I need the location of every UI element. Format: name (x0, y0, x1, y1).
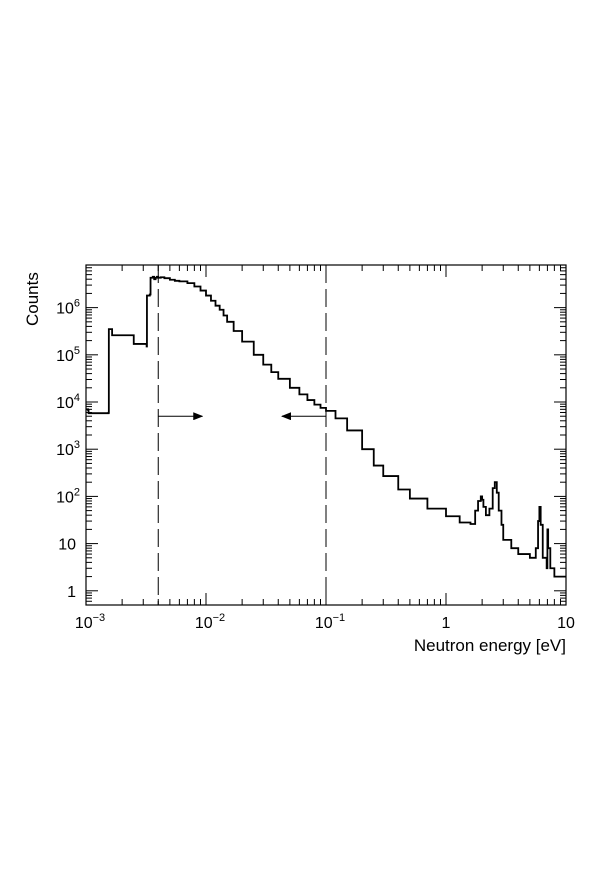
y-tick-label: 10 (58, 537, 76, 554)
y-tick-label: 104 (56, 392, 80, 412)
y-tick-label: 1 (67, 584, 76, 601)
y-tick-label: 102 (56, 486, 80, 506)
y-tick-label: 105 (56, 345, 80, 365)
x-tick-labels: 10−3 10−2 10−1 1 10 (75, 612, 575, 632)
x-axis-title: Neutron energy [eV] (414, 636, 566, 655)
vertical-markers (157, 265, 327, 605)
y-tick-labels: 1 10 102 103 104 105 106 (56, 298, 80, 601)
x-tick-label: 10 (557, 615, 575, 632)
x-tick-label: 10−3 (75, 612, 105, 632)
x-tick-label: 10−2 (195, 612, 225, 632)
axis-ticks (85, 264, 567, 606)
y-tick-label: 106 (56, 298, 80, 318)
y-tick-label: 103 (56, 439, 80, 459)
y-axis-title: Counts (23, 272, 42, 326)
x-tick-label: 1 (442, 615, 451, 632)
series-line-0 (86, 275, 566, 578)
x-tick-label: 10−1 (315, 612, 345, 632)
series-layer (86, 275, 566, 578)
